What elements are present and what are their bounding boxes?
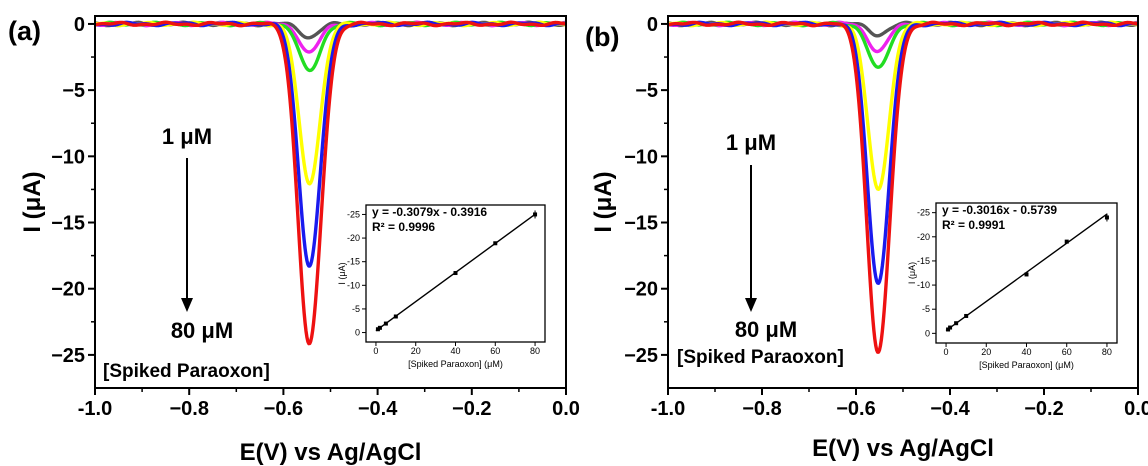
calibration-inset: 0 20 40 60 80 0 -5 -10 -15 -20 -25 y = -0.3016x - …	[907, 202, 1118, 370]
inset-data-point	[493, 241, 498, 246]
inset-x-tick-label: 60	[490, 346, 500, 356]
inset-y-tick-label: -10	[917, 280, 930, 290]
x-tick-label: −0.4	[930, 398, 970, 420]
x-tick-label: −0.4	[358, 398, 398, 420]
inset-x-tick-label: 80	[1102, 347, 1112, 357]
y-axis-label: I (μA)	[19, 171, 46, 232]
inset-x-tick-label: 40	[450, 346, 460, 356]
y-tick-label: −20	[624, 279, 658, 301]
voltammogram-curves	[667, 20, 1139, 354]
x-tick-label: 0.0	[1124, 398, 1148, 420]
y-tick-label: 0	[74, 14, 85, 36]
inset-y-axis-label: I (μA)	[907, 262, 917, 284]
annotation-end-concentration: 80 μM	[171, 318, 233, 343]
inset-y-tick-label: -20	[917, 232, 930, 242]
axes: -1.0 −0.8 −0.6 −0.4 −0.2 0.0 0 −5 −10 −15 −20 −25	[624, 14, 1148, 420]
inset-x-tick-label: 80	[530, 346, 540, 356]
inset-y-tick-label: -25	[917, 208, 930, 218]
inset-data-point	[964, 313, 969, 318]
x-tick-label: −0.8	[742, 398, 781, 420]
inset-x-tick-label: 0	[373, 346, 378, 356]
annotation-analyte: [Spiked Paraoxon]	[103, 361, 270, 382]
inset-data-point	[377, 325, 382, 330]
inset-data-point	[453, 271, 458, 276]
y-tick-label: −10	[51, 146, 85, 168]
annotation-analyte: [Spiked Paraoxon]	[677, 347, 844, 368]
voltammogram-curves	[94, 20, 567, 346]
inset-x-tick-label: 20	[981, 347, 991, 357]
inset-data-point	[1064, 239, 1069, 244]
concentration-arrow	[745, 165, 757, 312]
inset-y-tick-label: -25	[347, 209, 360, 219]
inset-y-tick-label: -5	[922, 304, 930, 314]
inset-y-tick-label: 0	[355, 328, 360, 338]
inset-y-tick-label: -10	[347, 280, 360, 290]
inset-equation: y = -0.3016x - 0.5739	[942, 203, 1057, 217]
y-axis-label: I (μA)	[590, 171, 617, 232]
inset-y-tick-label: 0	[925, 328, 930, 338]
annotation-start-concentration: 1 μM	[162, 124, 212, 149]
inset-x-tick-label: 0	[944, 347, 949, 357]
panel-a: -1.0 −0.8 −0.6 −0.4 −0.2 0.0 0 −5 −10 −15 −20 −25 (…	[8, 14, 580, 466]
inset-data-point	[393, 314, 398, 319]
inset-x-tick-label: 60	[1062, 347, 1072, 357]
y-tick-label: −10	[624, 146, 658, 168]
inset-marks: 0 20 40 60 80 0 -5 -10 -15 -20 -25	[917, 208, 1112, 357]
inset-y-tick-label: -15	[917, 256, 930, 266]
annotation-start-concentration: 1 μM	[726, 130, 776, 155]
panel-label: (b)	[585, 22, 619, 52]
x-tick-label: −0.6	[264, 398, 303, 420]
inset-r-squared: R² = 0.9991	[942, 218, 1005, 232]
inset-marks: 0 20 40 60 80 0 -5 -10 -15 -20 -25	[347, 209, 540, 356]
x-tick-label: −0.8	[169, 398, 208, 420]
panel-label: (a)	[8, 16, 41, 46]
inset-equation: y = -0.3079x - 0.3916	[372, 205, 487, 219]
y-tick-label: −5	[635, 80, 658, 102]
y-tick-label: −15	[624, 213, 658, 235]
inset-r-squared: R² = 0.9996	[372, 220, 435, 234]
inset-y-tick-label: -15	[347, 257, 360, 267]
y-tick-label: −25	[624, 345, 658, 367]
panel-b: -1.0 −0.8 −0.6 −0.4 −0.2 0.0 0 −5 −10 −15 −20 −25 (…	[585, 14, 1148, 462]
curve-series-6	[667, 20, 1139, 354]
y-tick-label: −25	[51, 345, 85, 367]
inset-x-tick-label: 20	[411, 346, 421, 356]
inset-y-tick-label: -20	[347, 233, 360, 243]
x-tick-label: -1.0	[78, 398, 112, 420]
x-tick-label: −0.2	[452, 398, 491, 420]
y-tick-label: −15	[51, 213, 85, 235]
inset-data-point	[946, 327, 951, 332]
inset-x-tick-label: 40	[1021, 347, 1031, 357]
x-axis-label: E(V) vs Ag/AgCl	[240, 439, 422, 466]
x-tick-label: -1.0	[651, 398, 685, 420]
y-tick-label: −20	[51, 279, 85, 301]
calibration-inset: 0 20 40 60 80 0 -5 -10 -15 -20 -25 y = -0.3079x - …	[337, 204, 546, 369]
y-tick-label: −5	[62, 80, 85, 102]
inset-data-point	[383, 321, 388, 326]
y-tick-label: 0	[647, 14, 658, 36]
inset-data-point	[954, 321, 959, 326]
inset-x-axis-label: [Spiked Paraoxon] (μM)	[979, 360, 1074, 370]
x-tick-label: 0.0	[552, 398, 580, 420]
arrow-head	[181, 298, 193, 312]
annotation-end-concentration: 80 μM	[735, 317, 797, 342]
arrow-head	[745, 298, 757, 312]
inset-data-point	[948, 325, 953, 330]
concentration-arrow	[181, 158, 193, 312]
inset-y-axis-label: I (μA)	[337, 262, 347, 284]
inset-data-point	[1024, 272, 1029, 277]
inset-y-tick-label: -5	[352, 304, 360, 314]
curve-series-6	[94, 20, 567, 346]
inset-x-axis-label: [Spiked Paraoxon] (μM)	[408, 359, 503, 369]
inset-fit-line	[945, 213, 1108, 332]
x-axis-label: E(V) vs Ag/AgCl	[812, 435, 994, 462]
x-tick-label: −0.2	[1024, 398, 1063, 420]
x-tick-label: −0.6	[836, 398, 875, 420]
axes: -1.0 −0.8 −0.6 −0.4 −0.2 0.0 0 −5 −10 −15 −20 −25	[51, 14, 580, 420]
